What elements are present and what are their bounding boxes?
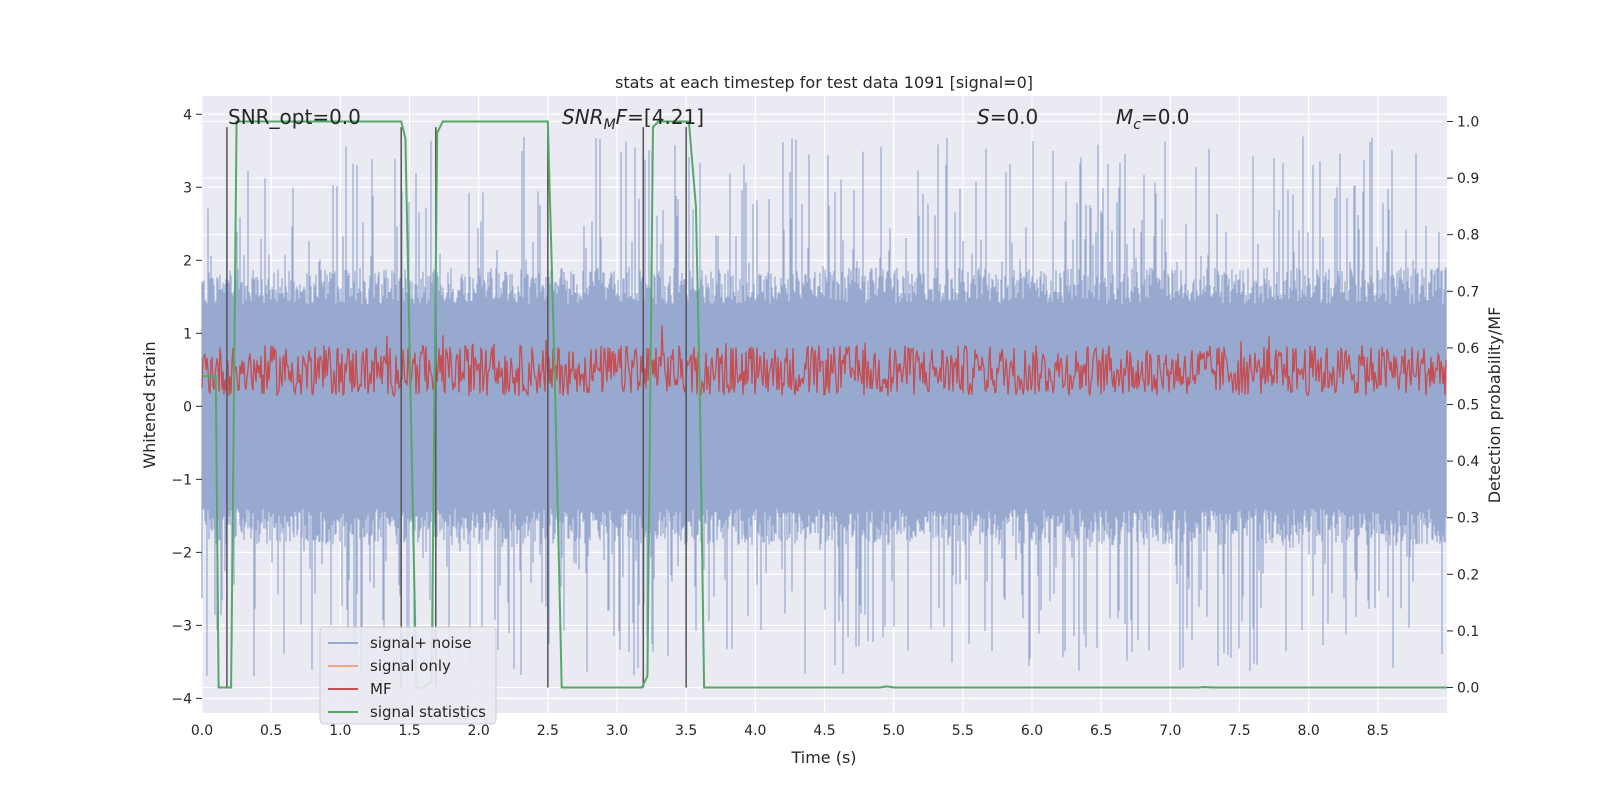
x-ticks: 0.0 0.5 1.0 1.5 2.0 2.5 3.0 3.5 4.0 4.5 5.0 5.5 6.0 6… xyxy=(191,723,1389,739)
y-tick-label-right: 0.3 xyxy=(1457,511,1479,527)
annotation-s: S=0.0 xyxy=(977,105,1038,129)
signal-noise-line xyxy=(201,136,1447,677)
x-tick-label: 2.0 xyxy=(468,723,490,739)
y-tick-label-right: 0.9 xyxy=(1457,171,1479,187)
y-tick-label-left: 2 xyxy=(183,253,192,269)
x-tick-label: 4.5 xyxy=(813,723,835,739)
signal-statistics-line xyxy=(202,120,1447,689)
annotation-snr-mf: SNRMF=[4.21] xyxy=(562,105,704,133)
x-tick-label: 1.0 xyxy=(329,723,351,739)
y-tick-label-left: 4 xyxy=(183,107,192,123)
y-tick-label-left: −4 xyxy=(171,691,192,707)
y-ticks-left: 4 3 2 1 0 −1 −2 −3 −4 xyxy=(171,107,202,707)
y-tick-label-right: 0.8 xyxy=(1457,228,1479,244)
legend-label: signal statistics xyxy=(370,703,486,721)
y-tick-label-right: 1.0 xyxy=(1457,114,1479,130)
y-tick-label-right: 0.5 xyxy=(1457,398,1479,414)
signal-statistics-series xyxy=(202,120,1447,689)
x-tick-label: 5.0 xyxy=(883,723,905,739)
y-tick-label-left: −1 xyxy=(171,472,192,488)
x-tick-label: 4.0 xyxy=(744,723,766,739)
x-tick-label: 0.0 xyxy=(191,723,213,739)
x-tick-label: 7.0 xyxy=(1159,723,1181,739)
y-tick-label-right: 0.1 xyxy=(1457,624,1479,640)
y-axis-label-left: Whitened strain xyxy=(140,341,159,468)
signal-noise-series xyxy=(201,136,1447,677)
x-tick-label: 7.5 xyxy=(1228,723,1250,739)
legend-box xyxy=(319,626,497,725)
y-tick-label-right: 0.0 xyxy=(1457,681,1479,697)
x-tick-label: 0.5 xyxy=(260,723,282,739)
x-tick-label: 3.5 xyxy=(675,723,697,739)
y-tick-label-right: 0.7 xyxy=(1457,284,1479,300)
x-tick-label: 3.0 xyxy=(606,723,628,739)
vertical-markers xyxy=(226,127,687,688)
x-tick-label: 1.5 xyxy=(398,723,420,739)
x-tick-label: 2.5 xyxy=(537,723,559,739)
y-ticks-right: 1.0 0.9 0.8 0.7 0.6 0.5 0.4 0.3 0.2 0.1 0.0 xyxy=(1447,114,1479,697)
legend: signal+ noise signal only MF signal statist… xyxy=(319,626,497,725)
y-tick-label-left: 0 xyxy=(183,399,192,415)
y-tick-label-right: 0.6 xyxy=(1457,341,1479,357)
x-tick-label: 6.0 xyxy=(1021,723,1043,739)
x-tick-label: 6.5 xyxy=(1090,723,1112,739)
y-axis-label-right: Detection probability/MF xyxy=(1485,307,1504,504)
y-tick-label-left: 1 xyxy=(183,326,192,342)
y-tick-label-left: −2 xyxy=(171,545,192,561)
legend-label: signal+ noise xyxy=(370,634,472,652)
legend-label: signal only xyxy=(370,657,451,675)
chart-title: stats at each timestep for test data 109… xyxy=(615,73,1033,92)
y-tick-label-left: −3 xyxy=(171,618,192,634)
x-tick-label: 8.0 xyxy=(1298,723,1320,739)
y-tick-label-left: 3 xyxy=(183,180,192,196)
annotation-snr-opt: SNR_opt=0.0 xyxy=(228,105,361,129)
annotation-mc: Mc=0.0 xyxy=(1116,105,1190,133)
y-tick-label-right: 0.2 xyxy=(1457,567,1479,583)
x-tick-label: 8.5 xyxy=(1367,723,1389,739)
x-axis-label: Time (s) xyxy=(790,748,856,767)
x-tick-label: 5.5 xyxy=(952,723,974,739)
legend-label: MF xyxy=(370,680,392,698)
y-tick-label-right: 0.4 xyxy=(1457,454,1479,470)
